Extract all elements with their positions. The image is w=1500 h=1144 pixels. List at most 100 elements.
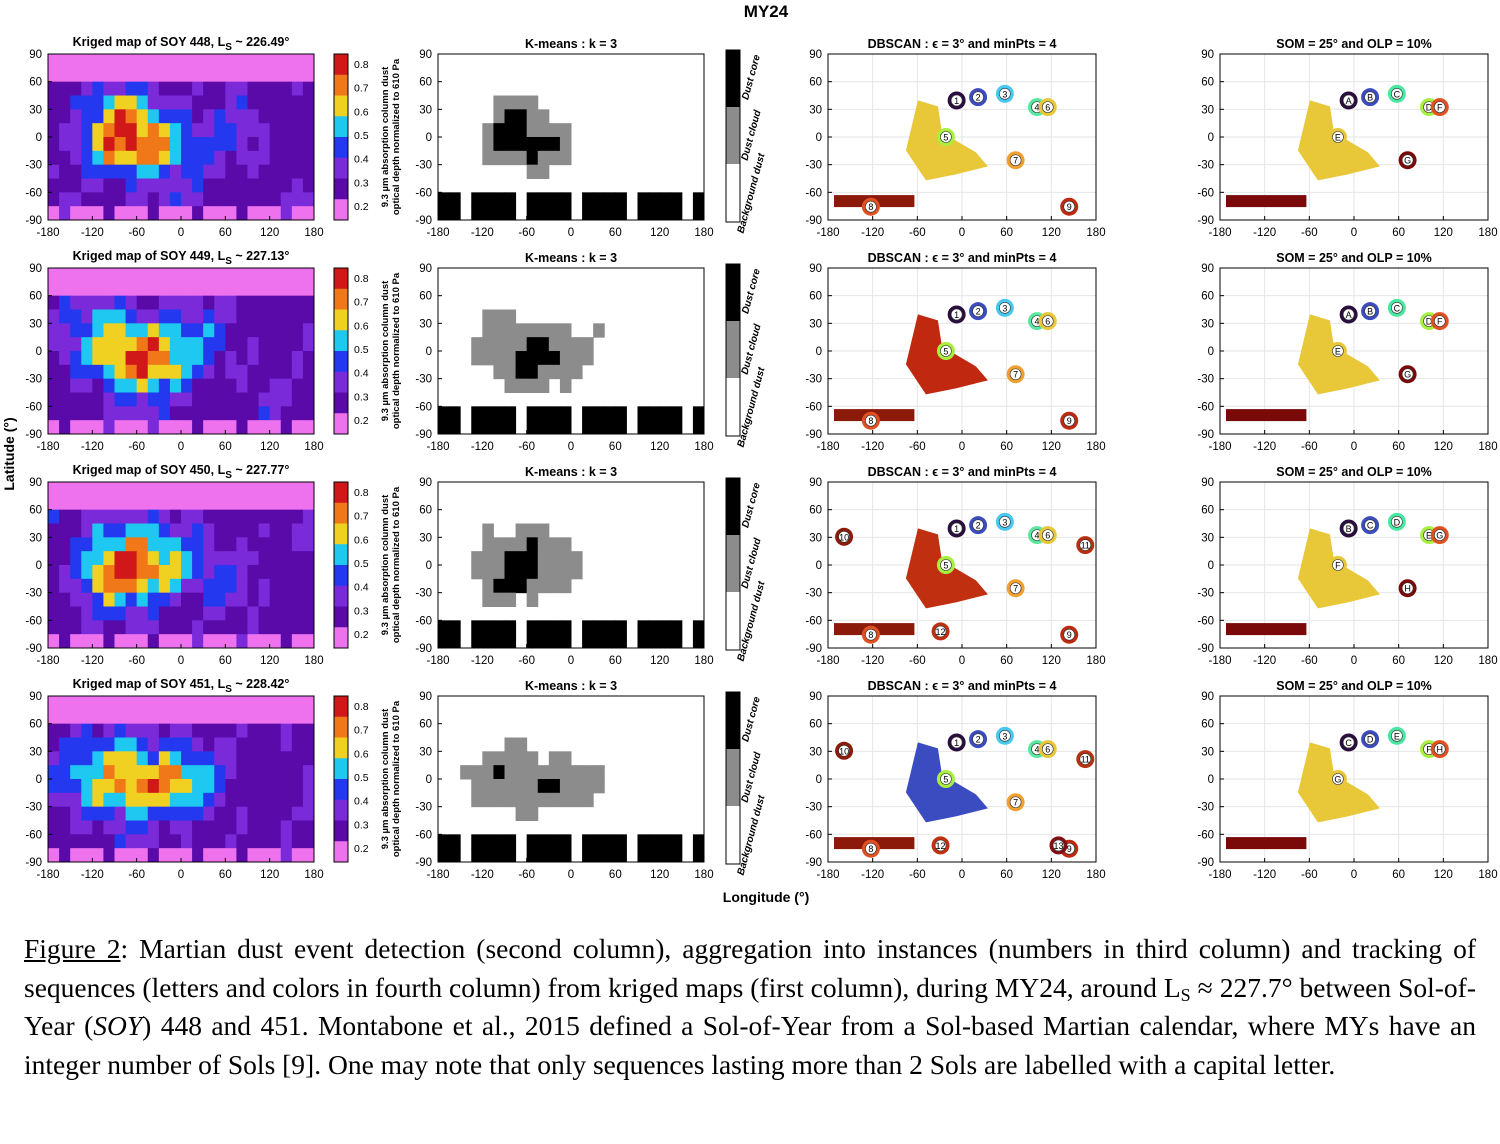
- kmeans-cell: [504, 150, 517, 166]
- heatmap-cell: [302, 634, 315, 649]
- y-tick-label: 90: [29, 477, 42, 489]
- kriged-title-subscript: S: [225, 470, 232, 481]
- heatmap-cell: [291, 551, 304, 566]
- heatmap-cell: [48, 737, 60, 752]
- cluster-label-badge: [1391, 516, 1403, 528]
- y-tick-label: -90: [25, 215, 42, 227]
- heatmap-cell: [269, 765, 282, 780]
- kmeans-cell: [482, 565, 494, 580]
- kmeans-cell: [659, 848, 672, 863]
- heatmap-cell: [302, 268, 315, 283]
- heatmap-cell: [302, 495, 315, 511]
- cluster-label: D: [1394, 517, 1401, 527]
- heatmap-cell: [81, 765, 93, 780]
- x-tick-label: 60: [609, 227, 622, 239]
- heatmap-cell: [192, 806, 204, 821]
- heatmap-cell: [214, 723, 226, 738]
- kmeans-cell: [438, 634, 450, 649]
- heatmap-cell: [48, 779, 60, 794]
- heatmap-cell: [291, 523, 304, 538]
- heatmap-cell: [158, 378, 171, 393]
- x-tick-label: -60: [128, 869, 145, 881]
- heatmap-cell: [169, 737, 182, 752]
- heatmap-cell: [125, 150, 138, 166]
- heatmap-cell: [181, 578, 193, 594]
- heatmap-cell: [258, 281, 271, 297]
- kmeans-cell: [493, 578, 505, 594]
- heatmap-cell: [236, 592, 248, 607]
- heatmap-cell: [269, 192, 282, 207]
- heatmap-cell: [236, 295, 248, 310]
- cluster-label: 7: [1013, 798, 1018, 808]
- heatmap-cell: [136, 565, 149, 580]
- heatmap-cell: [169, 164, 182, 179]
- heatmap-cell: [48, 67, 60, 83]
- heatmap-cell: [236, 392, 248, 407]
- heatmap-cell: [169, 696, 182, 711]
- heatmap-cell: [291, 378, 304, 393]
- heatmap-cell: [103, 295, 115, 310]
- heatmap-cell: [291, 620, 304, 635]
- heatmap-cell: [48, 606, 60, 621]
- kmeans-cell: [515, 751, 528, 766]
- cluster-label-badge: [1342, 522, 1355, 535]
- heatmap-cell: [214, 620, 226, 635]
- heatmap-cell: [181, 81, 193, 96]
- heatmap-cell: [214, 378, 226, 393]
- heatmap-cell: [103, 709, 115, 725]
- heatmap-cell: [92, 268, 104, 283]
- heatmap-cell: [236, 806, 248, 821]
- cluster-label-badge: [972, 305, 984, 317]
- x-tick-label: -180: [426, 869, 449, 881]
- heatmap-cell: [70, 537, 82, 552]
- heatmap-cell: [236, 323, 248, 338]
- heatmap-cell: [70, 709, 82, 725]
- kmeans-cell: [648, 834, 661, 849]
- kmeans-cell: [471, 406, 483, 421]
- heatmap-cell: [214, 509, 226, 524]
- dbscan-title: DBSCAN : ϵ = 3° and minPts = 4: [868, 679, 1057, 693]
- figure-title: MY24: [744, 2, 789, 21]
- heatmap-cell: [136, 834, 149, 849]
- heatmap-cell: [203, 565, 215, 580]
- heatmap-cell: [147, 848, 160, 863]
- class-swatch-cloud: [726, 107, 740, 164]
- x-tick-label: 180: [1086, 441, 1105, 453]
- kmeans-cell: [537, 164, 550, 179]
- heatmap-cell: [258, 792, 271, 808]
- heatmap-cell: [114, 737, 127, 752]
- heatmap-cell: [81, 164, 93, 179]
- colorbar-tick-label: 0.3: [354, 605, 369, 617]
- kmeans-cell: [637, 192, 650, 207]
- heatmap-cell: [125, 551, 138, 566]
- colorbar-tick-label: 0.2: [354, 843, 369, 855]
- cluster-label: 3: [1002, 517, 1007, 527]
- colorbar-frame: [333, 53, 349, 221]
- heatmap-cell: [125, 620, 138, 635]
- kmeans-cell: [526, 192, 539, 207]
- y-tick-label: 90: [1201, 49, 1214, 61]
- caption-figure-label: Figure 2: [24, 933, 121, 964]
- kmeans-cell: [449, 192, 461, 207]
- heatmap-cell: [214, 309, 226, 324]
- heatmap-cell: [203, 420, 215, 435]
- x-tick-label: 120: [260, 441, 279, 453]
- heatmap-cell: [181, 123, 193, 138]
- heatmap-cell: [169, 820, 182, 835]
- heatmap-cell: [169, 592, 182, 607]
- heatmap-cell: [70, 281, 82, 297]
- heatmap-cell: [70, 364, 82, 380]
- colorbar-segment: [334, 544, 348, 566]
- heatmap-cell: [81, 178, 93, 193]
- kmeans-cell: [537, 834, 550, 849]
- heatmap-cell: [125, 337, 138, 352]
- kmeans-cell: [593, 206, 605, 221]
- y-tick-label: -60: [415, 187, 432, 199]
- heatmap-cell: [269, 537, 282, 552]
- heatmap-cell: [114, 378, 127, 393]
- heatmap-cell: [81, 206, 93, 221]
- heatmap-cell: [225, 351, 237, 366]
- heatmap-cell: [103, 765, 115, 780]
- y-tick-label: -60: [415, 829, 432, 841]
